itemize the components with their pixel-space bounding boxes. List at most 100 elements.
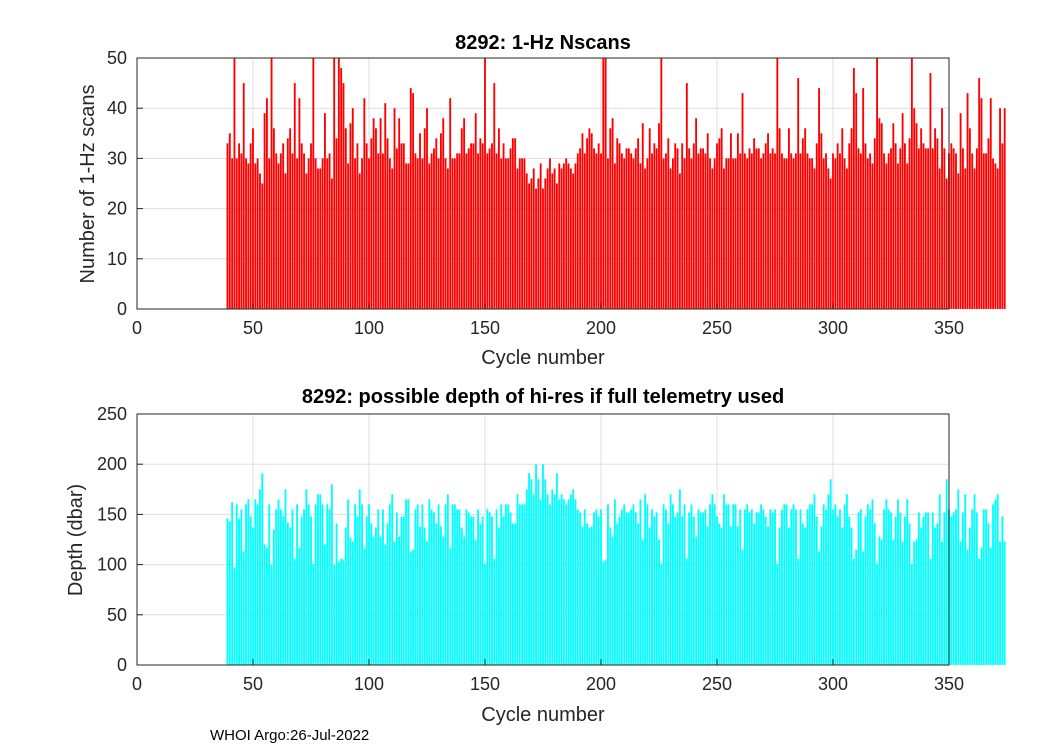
nscans-bar	[583, 153, 586, 309]
nscans-bar	[813, 168, 816, 309]
nscans-bar	[894, 143, 897, 309]
depth-bar	[518, 504, 521, 665]
depth-y-axis-label: Depth (dbar)	[65, 484, 87, 596]
nscans-bar	[502, 143, 505, 309]
nscans-bar	[878, 118, 881, 310]
depth-bar	[379, 536, 382, 665]
depth-bar	[495, 509, 498, 665]
nscans-bar	[402, 143, 405, 309]
depth-bar	[456, 509, 459, 665]
depth-bar	[880, 539, 883, 665]
nscans-bar	[335, 138, 338, 309]
nscans-bar	[623, 158, 626, 309]
nscans-bar	[630, 153, 633, 309]
nscans-bar	[358, 173, 361, 309]
depth-bar	[695, 536, 698, 665]
depth-bar	[549, 504, 551, 665]
nscans-bar	[987, 138, 990, 309]
depth-bar	[996, 494, 999, 665]
nscans-bar	[820, 133, 823, 309]
depth-bar	[514, 523, 517, 665]
depth-bar	[734, 504, 737, 665]
nscans-bar	[597, 143, 600, 309]
depth-bar	[711, 494, 714, 665]
nscans-bar	[753, 138, 756, 309]
depth-bar	[391, 494, 394, 665]
nscans-bar	[961, 148, 964, 309]
nscans-bar	[449, 98, 452, 309]
nscans-bar	[757, 148, 760, 309]
nscans-bar	[242, 83, 245, 309]
nscans-bar	[936, 138, 939, 309]
nscans-bar	[883, 153, 885, 309]
depth-bar	[293, 558, 296, 665]
nscans-bar	[943, 148, 946, 309]
depth-bar	[535, 464, 537, 665]
nscans-bar	[683, 158, 686, 309]
nscans-bar	[971, 153, 974, 309]
nscans-bar	[706, 133, 709, 309]
nscans-bar	[435, 138, 438, 309]
nscans-xtick-label: 200	[586, 318, 616, 338]
nscans-bar	[354, 158, 357, 309]
nscans-bar	[497, 128, 500, 309]
nscans-xtick-label: 0	[132, 318, 142, 338]
nscans-bar	[725, 158, 728, 309]
depth-bar	[634, 512, 637, 665]
nscans-bar	[869, 153, 872, 309]
nscans-bar	[460, 128, 463, 309]
nscans-bar	[377, 153, 380, 309]
depth-bar	[484, 563, 486, 665]
nscans-bar	[574, 163, 577, 309]
nscans-bar	[254, 163, 257, 309]
nscans-bar	[736, 133, 739, 309]
nscans-bar	[233, 58, 236, 309]
nscans-bar	[790, 153, 793, 309]
depth-bar	[509, 512, 512, 665]
nscans-bar	[252, 128, 254, 309]
nscans-bar	[463, 118, 466, 310]
depth-bar	[743, 509, 746, 665]
nscans-bar	[446, 168, 449, 309]
depth-bar	[936, 523, 939, 665]
depth-bar	[409, 551, 412, 665]
nscans-bar	[544, 178, 547, 309]
nscans-bar	[553, 168, 556, 309]
nscans-bar	[843, 158, 846, 309]
depth-bar	[681, 516, 684, 665]
depth-bar	[305, 489, 308, 665]
depth-bar	[433, 512, 435, 665]
nscans-bar	[310, 143, 312, 309]
depth-bar	[890, 512, 892, 665]
nscans-bar	[669, 168, 672, 309]
nscans-bar	[470, 143, 473, 309]
nscans-bar	[704, 153, 707, 309]
nscans-bar	[293, 83, 296, 309]
depth-bar	[792, 504, 795, 665]
nscans-bar	[368, 158, 370, 309]
nscans-bar	[764, 143, 767, 309]
depth-bar	[393, 541, 396, 665]
depth-bar	[528, 473, 531, 665]
depth-bar	[597, 516, 600, 665]
nscans-bar	[349, 123, 352, 309]
depth-ticks: 0 50 100 150 200 250 300 350 0 50 100 150 200 250	[97, 404, 964, 694]
depth-bar	[917, 512, 920, 665]
depth-bar	[233, 567, 236, 665]
depth-bar	[1003, 541, 1006, 665]
depth-bar	[435, 523, 438, 665]
nscans-bar	[955, 153, 957, 309]
depth-bar	[446, 494, 449, 665]
nscans-bar	[528, 183, 531, 309]
depth-bar	[683, 504, 686, 665]
nscans-ytick-label: 20	[107, 199, 127, 219]
nscans-bar	[272, 128, 275, 309]
nscans-bar	[472, 143, 475, 309]
nscans-bar	[340, 68, 343, 309]
nscans-bar	[718, 138, 721, 309]
nscans-bar	[890, 148, 892, 309]
depth-bar	[787, 527, 790, 665]
nscans-xtick-label: 100	[354, 318, 384, 338]
nscans-bar	[978, 78, 981, 309]
nscans-bar	[711, 168, 714, 309]
